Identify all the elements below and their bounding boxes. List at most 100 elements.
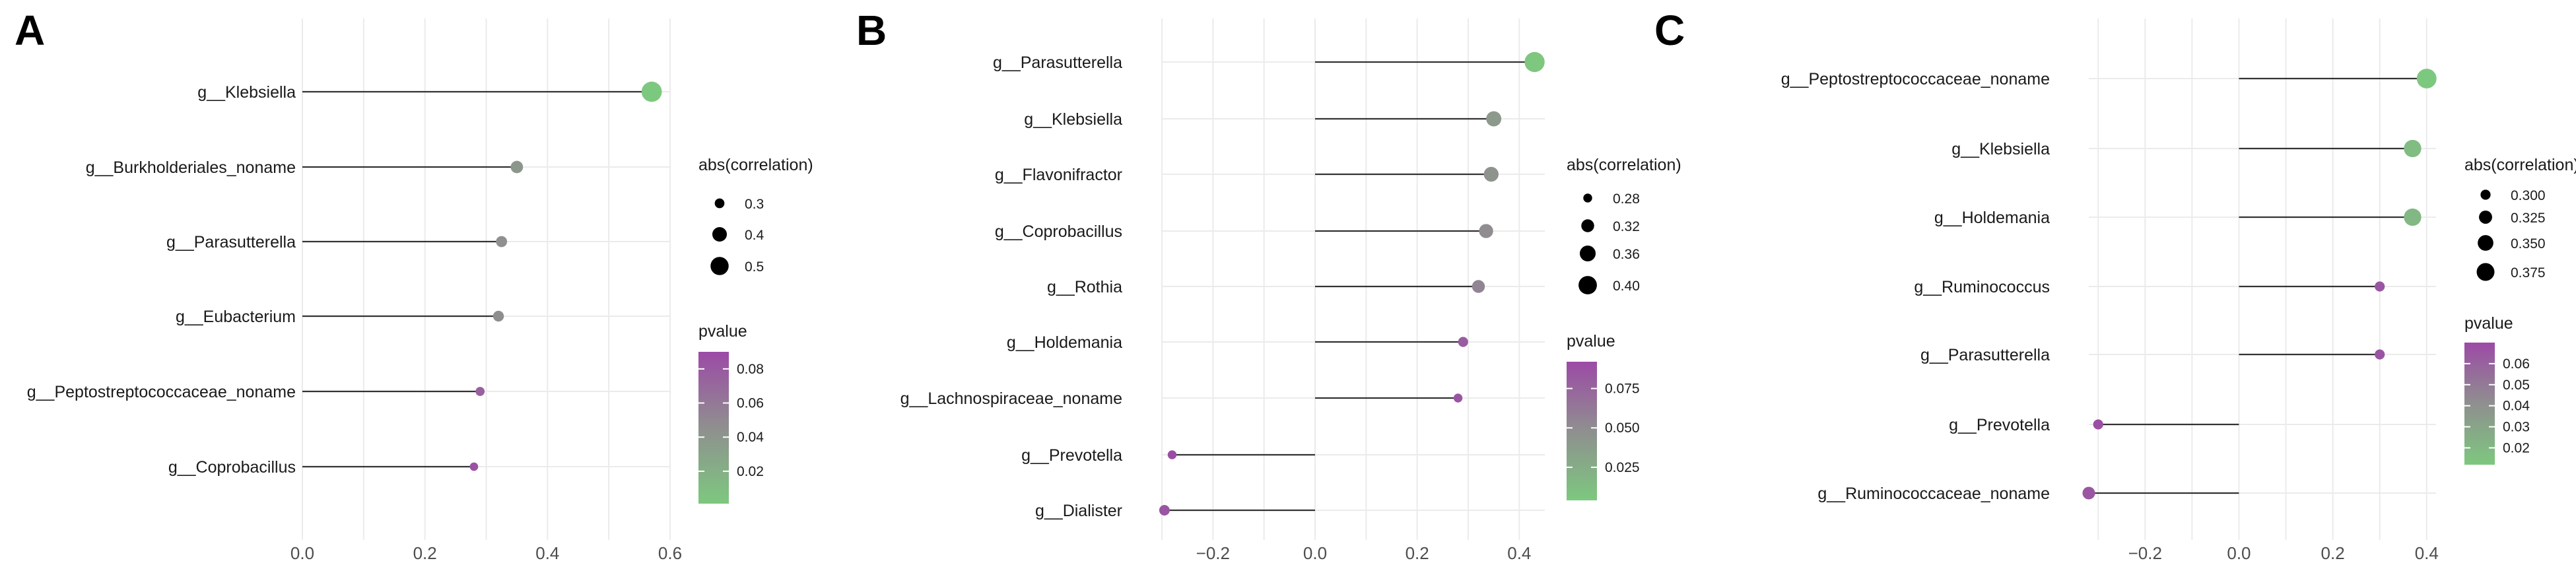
category-label: g__Coprobacillus [168, 458, 296, 477]
lollipop-point [469, 462, 479, 471]
size-legend-title: abs(correlation) [698, 156, 813, 174]
x-tick-label: 0.2 [1406, 543, 1429, 563]
lollipop-point [1524, 51, 1545, 73]
size-legend-label: 0.32 [1613, 219, 1640, 234]
size-legend-key [714, 198, 725, 209]
size-legend-label: 0.325 [2511, 211, 2546, 226]
color-legend-bar [1567, 362, 1597, 500]
size-legend-key [2478, 235, 2493, 251]
lollipop-point [1486, 111, 1502, 127]
panel-letter: C [1654, 7, 1685, 54]
lollipop-point [2416, 69, 2437, 88]
lollipop-point [492, 310, 504, 322]
size-legend-key [712, 226, 728, 242]
color-legend-label: 0.05 [2503, 378, 2530, 393]
color-legend-label: 0.075 [1605, 382, 1640, 397]
size-legend-label: 0.300 [2511, 188, 2546, 203]
category-label: g__Peptostreptococcaceae_noname [1781, 70, 2050, 88]
lollipop-point [475, 387, 485, 396]
color-legend-title: pvalue [698, 322, 747, 341]
lollipop-point [1159, 505, 1170, 516]
size-legend-key [2480, 189, 2491, 200]
category-label: g__Parasutterella [1920, 346, 2050, 364]
size-legend-label: 0.28 [1613, 191, 1640, 207]
color-legend-title: pvalue [2464, 314, 2513, 333]
panel-a: A 0.0 0.2 0.4 0.6 g__Klebsiella g__Burkholderi… [15, 7, 813, 563]
x-tick-label: 0.0 [2227, 543, 2251, 563]
size-legend-key [1581, 219, 1594, 232]
color-legend-label: 0.06 [2503, 356, 2530, 372]
size-legend-label: 0.3 [745, 197, 764, 212]
lollipop-point [1167, 450, 1177, 459]
x-tick-label: 0.0 [290, 543, 314, 563]
lollipop-point [1479, 224, 1493, 238]
category-label: g__Klebsiella [197, 83, 296, 102]
lollipop-point [1453, 393, 1463, 403]
category-label: g__Rothia [1047, 278, 1122, 296]
lollipop-point [641, 81, 662, 102]
color-legend-label: 0.08 [737, 362, 764, 377]
size-legend-label: 0.375 [2511, 265, 2546, 281]
color-legend-label: 0.03 [2503, 420, 2530, 435]
x-tick-label: 0.4 [535, 543, 559, 563]
x-tick-label: −0.2 [1196, 543, 1230, 563]
panel-c: C −0.2 0.0 0.2 0.4 g__Peptostreptococcaceae_n… [1654, 7, 2576, 563]
size-legend-title: abs(correlation) [1567, 156, 1681, 174]
size-legend-label: 0.4 [745, 228, 764, 243]
panel-letter: B [856, 7, 887, 54]
size-legend-label: 0.36 [1613, 247, 1640, 262]
color-legend-bar [2464, 343, 2495, 465]
size-legend-key [1579, 245, 1596, 262]
size-legend-key [710, 257, 729, 275]
category-label: g__Holdemania [1934, 209, 2050, 227]
category-label: g__Eubacterium [176, 308, 296, 326]
size-legend-key [1578, 276, 1597, 294]
category-label: g__Flavonifractor [995, 166, 1122, 184]
panel-b: B −0.2 0.0 0.2 0.4 g__Parasutterella g__Klebsi… [856, 7, 1681, 563]
lollipop-point [510, 160, 524, 174]
color-legend-label: 0.04 [2503, 399, 2530, 414]
x-tick-label: −0.2 [2128, 543, 2162, 563]
lollipop-point [1472, 280, 1485, 293]
lollipop-point [2404, 139, 2422, 158]
category-label: g__Burkholderiales_noname [86, 158, 296, 177]
category-label: g__Coprobacillus [995, 222, 1122, 241]
lollipop-point [2093, 419, 2103, 430]
category-label: g__Holdemania [1007, 333, 1122, 352]
color-legend-label: 0.02 [2503, 440, 2530, 455]
category-label: g__Klebsiella [1951, 140, 2050, 158]
category-label: g__Parasutterella [993, 53, 1122, 72]
x-tick-label: 0.0 [1303, 543, 1327, 563]
lollipop-point [2404, 208, 2422, 226]
size-legend-label: 0.350 [2511, 236, 2546, 251]
size-legend-title: abs(correlation) [2464, 156, 2576, 174]
x-tick-label: 0.2 [2321, 543, 2345, 563]
x-tick-label: 0.6 [658, 543, 682, 563]
color-legend-bar [698, 352, 729, 504]
category-label: g__Parasutterella [166, 233, 296, 251]
x-tick-label: 0.4 [2415, 543, 2439, 563]
lollipop-point [2375, 281, 2385, 292]
category-label: g__Prevotella [1949, 416, 2050, 434]
panel-letter: A [15, 7, 45, 54]
color-legend-label: 0.050 [1605, 420, 1640, 436]
lollipop-point [1458, 337, 1468, 347]
category-label: g__Peptostreptococcaceae_noname [27, 383, 296, 401]
lollipop-point [2375, 349, 2385, 360]
size-legend-key [2479, 211, 2492, 224]
color-legend-label: 0.02 [737, 464, 764, 479]
category-label: g__Dialister [1035, 502, 1122, 520]
size-legend-label: 0.5 [745, 259, 764, 275]
size-legend-label: 0.40 [1613, 279, 1640, 294]
x-tick-label: 0.4 [1507, 543, 1531, 563]
lollipop-point [496, 236, 508, 248]
lollipop-point [2082, 486, 2095, 500]
category-label: g__Ruminococcaceae_noname [1817, 485, 2050, 503]
size-legend-key [2476, 263, 2495, 281]
lollipop-point [1483, 166, 1499, 182]
category-label: g__Ruminococcus [1914, 278, 2050, 296]
category-label: g__Lachnospiraceae_noname [900, 389, 1122, 408]
x-tick-label: 0.2 [413, 543, 437, 563]
color-legend-label: 0.04 [737, 430, 764, 445]
